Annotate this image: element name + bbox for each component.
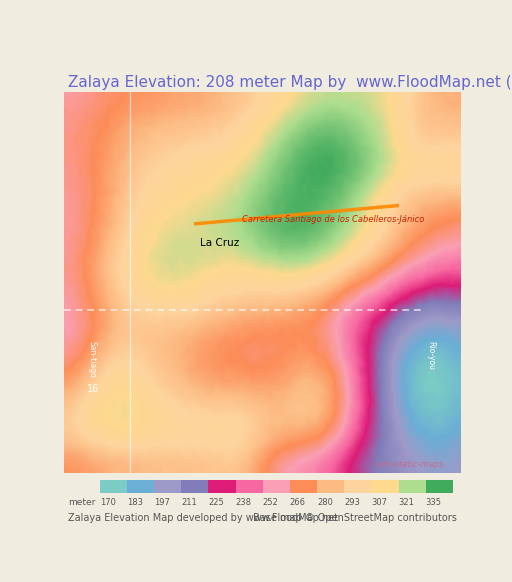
Text: 211: 211 — [181, 498, 197, 507]
Text: 321: 321 — [398, 498, 414, 507]
Text: meter: meter — [68, 498, 95, 507]
Text: 183: 183 — [127, 498, 143, 507]
Text: Río-you: Río-you — [426, 341, 435, 370]
Text: 280: 280 — [317, 498, 333, 507]
FancyBboxPatch shape — [371, 480, 398, 494]
Text: San-tiago: San-tiago — [87, 342, 96, 378]
Text: 197: 197 — [154, 498, 170, 507]
FancyBboxPatch shape — [290, 480, 317, 494]
FancyBboxPatch shape — [398, 480, 425, 494]
FancyBboxPatch shape — [208, 480, 236, 494]
Text: osm-static-maps: osm-static-maps — [374, 460, 444, 469]
FancyBboxPatch shape — [344, 480, 371, 494]
Text: Zalaya Elevation: 208 meter Map by  www.FloodMap.net (beta): Zalaya Elevation: 208 meter Map by www.F… — [68, 74, 512, 90]
FancyBboxPatch shape — [127, 480, 154, 494]
Text: 238: 238 — [236, 498, 251, 507]
Text: 293: 293 — [344, 498, 360, 507]
FancyBboxPatch shape — [100, 480, 127, 494]
FancyBboxPatch shape — [425, 480, 453, 494]
Text: 170: 170 — [100, 498, 116, 507]
Text: 266: 266 — [290, 498, 306, 507]
FancyBboxPatch shape — [317, 480, 344, 494]
FancyBboxPatch shape — [236, 480, 263, 494]
FancyBboxPatch shape — [154, 480, 181, 494]
FancyBboxPatch shape — [263, 480, 290, 494]
Text: 307: 307 — [371, 498, 388, 507]
Text: 225: 225 — [208, 498, 224, 507]
Text: Carretera Santiago de los Cabelleros-Jánico: Carretera Santiago de los Cabelleros-Ján… — [242, 215, 424, 224]
FancyBboxPatch shape — [181, 480, 208, 494]
Text: La Cruz: La Cruz — [200, 239, 239, 249]
Text: Zalaya Elevation Map developed by www.FloodMap.net: Zalaya Elevation Map developed by www.Fl… — [68, 513, 338, 523]
Text: 335: 335 — [425, 498, 442, 507]
Text: 252: 252 — [263, 498, 279, 507]
Text: Base map © OpenStreetMap contributors: Base map © OpenStreetMap contributors — [253, 513, 457, 523]
Text: 16: 16 — [87, 384, 99, 393]
